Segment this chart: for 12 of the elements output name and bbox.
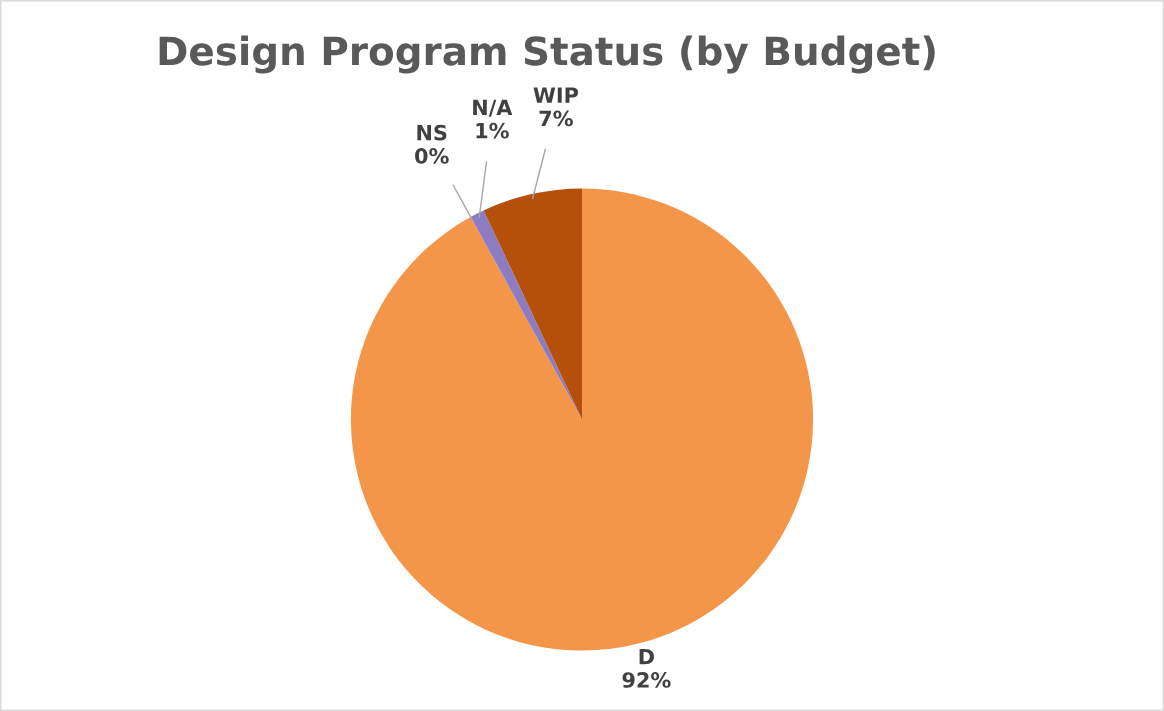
data-label: 7% bbox=[539, 110, 573, 127]
slice-label: D bbox=[639, 649, 654, 665]
data-label: 92% bbox=[622, 672, 671, 688]
chart-title: Design Program Status (by Budget) bbox=[159, 35, 935, 74]
slice-label: WIP bbox=[533, 87, 579, 103]
pie-slice bbox=[470, 210, 582, 420]
data-label: 1% bbox=[476, 122, 509, 139]
pie-slice bbox=[483, 188, 582, 420]
category-label: NS bbox=[417, 124, 447, 141]
pie-slice bbox=[350, 188, 814, 651]
slice-label: N/A bbox=[473, 99, 513, 117]
text: 0% bbox=[415, 148, 449, 164]
